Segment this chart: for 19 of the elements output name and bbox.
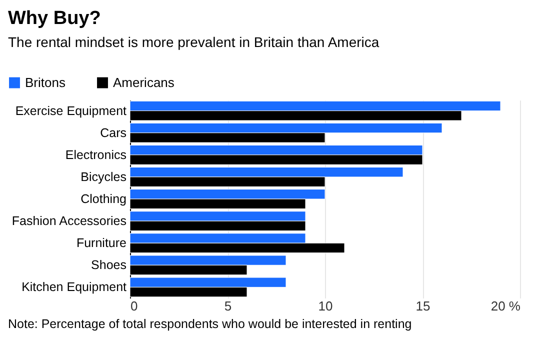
legend-label: Britons: [25, 74, 66, 90]
x-tick-label: 15: [416, 298, 430, 314]
chart-title: Why Buy?: [7, 7, 102, 30]
y-tick-label: Shoes: [91, 258, 126, 272]
text: Note: Percentage of total respondents who would be interested in renting: [7, 317, 413, 331]
legend-label: Americans: [113, 74, 175, 90]
y-tick-label: Furniture: [76, 236, 127, 250]
x-tick-label: 5: [224, 298, 232, 314]
x-tick-label: 0: [130, 298, 138, 314]
y-tick-label: Exercise Equipment: [15, 104, 128, 118]
x-tick-label: 20 %: [490, 298, 521, 314]
y-tick-label: Fashion Accessories: [12, 214, 126, 228]
x-tick-label: 10: [318, 298, 333, 314]
y-tick-label: Kitchen Equipment: [22, 280, 128, 294]
y-tick-label: Bicycles: [80, 170, 126, 184]
y-tick-label: Cars: [100, 126, 126, 140]
y-tick-label: Clothing: [80, 192, 127, 206]
chart-subtitle: The rental mindset is more prevalent in Britain than America: [7, 33, 380, 50]
y-tick-label: Electronics: [65, 148, 126, 162]
